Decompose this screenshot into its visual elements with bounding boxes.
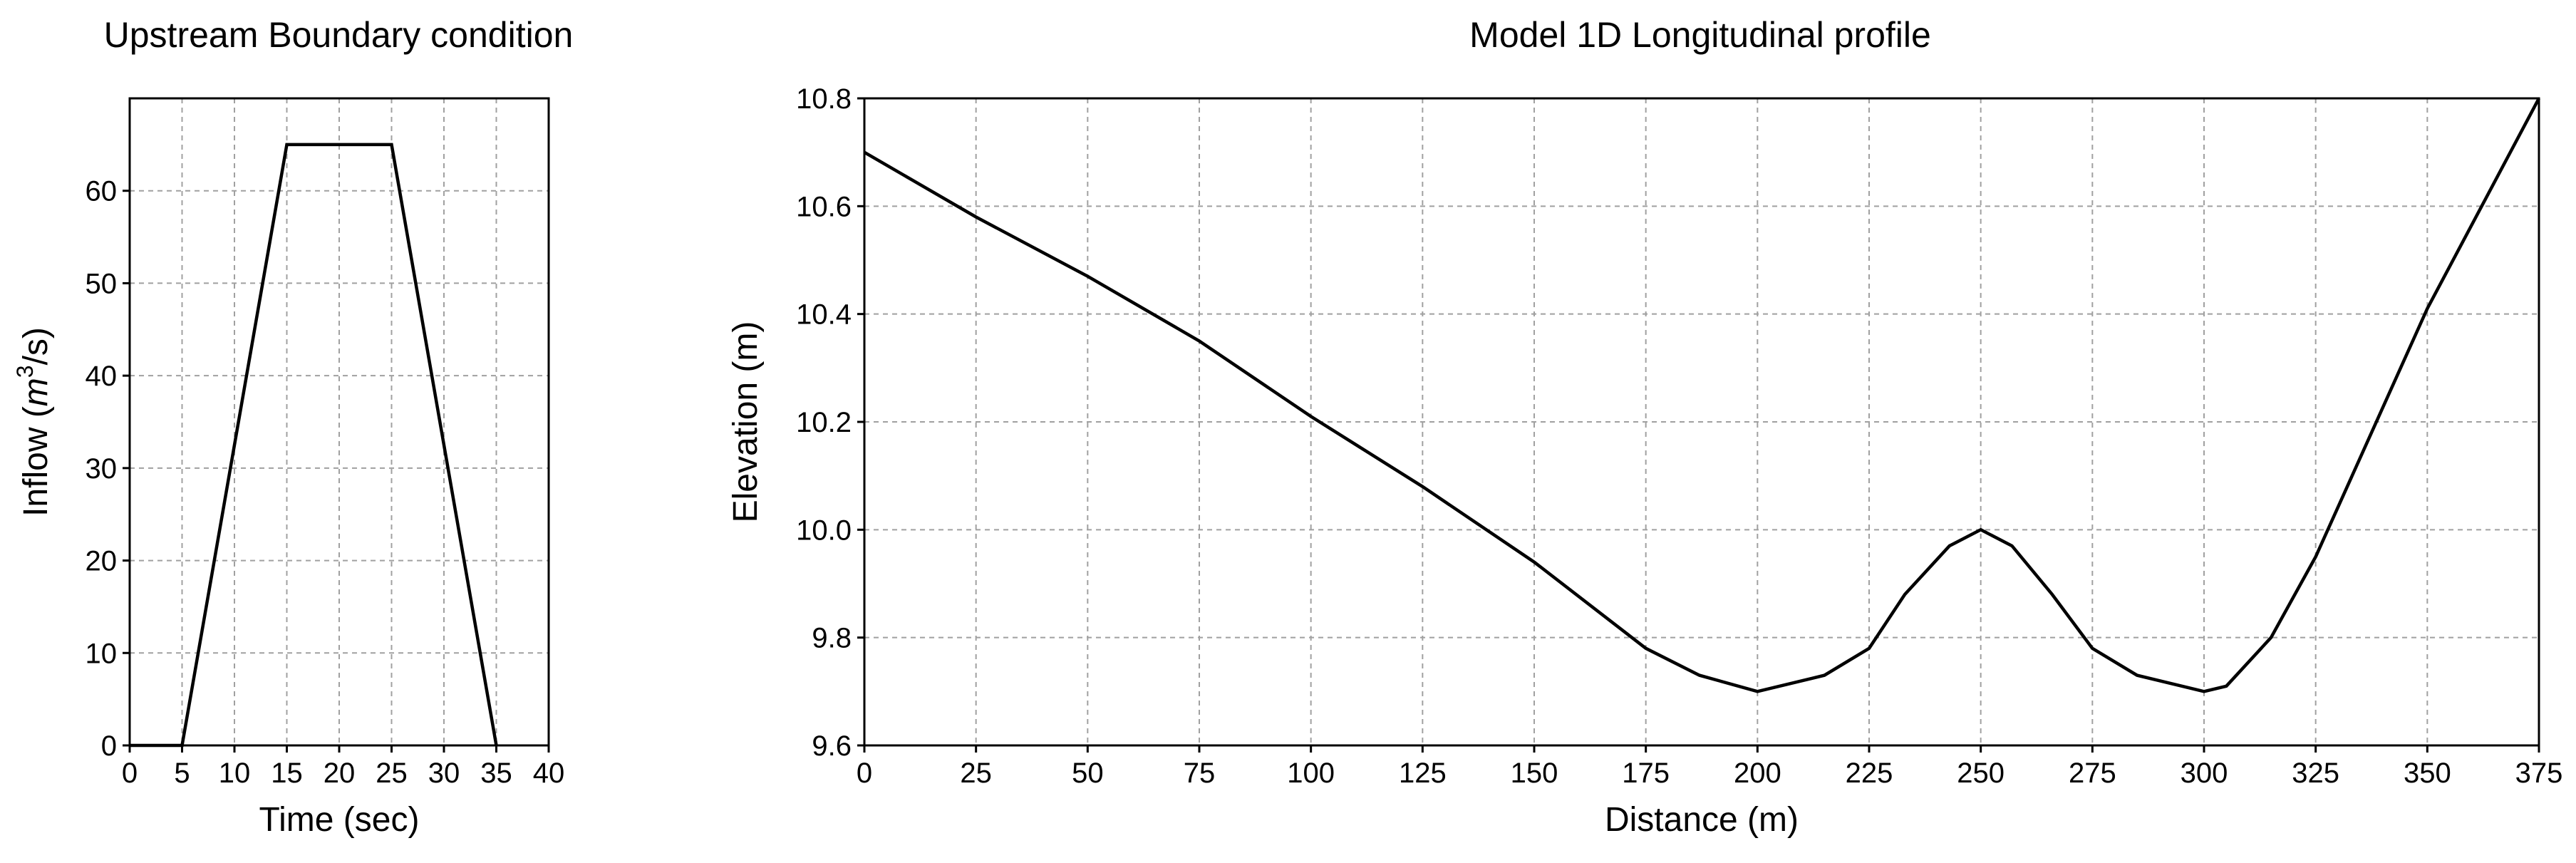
inflow-ticks: 0 5 10 15 20 25 30 35 40 0 10 20 30 40 50 60 (86, 176, 565, 789)
x-tick-label: 75 (1184, 758, 1216, 789)
profile-y-axis-label: Elevation (m) (727, 321, 765, 523)
y-tick-label: 9.8 (812, 623, 852, 654)
x-tick-label: 325 (2292, 758, 2339, 789)
x-tick-label: 125 (1399, 758, 1447, 789)
x-tick-label: 5 (174, 758, 190, 789)
y-tick-label: 20 (86, 546, 118, 577)
inflow-plot-frame (128, 97, 550, 747)
profile-chart: Model 1D Longitudinal profile 0 25 50 75 100… (727, 15, 2562, 839)
x-tick-label: 0 (122, 758, 138, 789)
x-tick-label: 35 (480, 758, 512, 789)
x-tick-label: 25 (960, 758, 992, 789)
x-tick-label: 30 (428, 758, 460, 789)
y-tick-label: 10.2 (796, 407, 852, 438)
inflow-line (130, 143, 498, 748)
x-tick-label: 15 (271, 758, 303, 789)
x-tick-label: 50 (1072, 758, 1104, 789)
y-tick-label: 9.6 (812, 730, 852, 762)
x-tick-label: 10 (219, 758, 251, 789)
y-tick-label: 40 (86, 361, 118, 392)
x-tick-label: 375 (2515, 758, 2563, 789)
x-tick-label: 225 (1846, 758, 1893, 789)
y-tick-label: 10 (86, 638, 118, 669)
inflow-chart-title: Upstream Boundary condition (104, 15, 574, 55)
inflow-chart: Upstream Boundary condition 0 5 10 15 20 25 30… (12, 15, 573, 839)
inflow-grid (129, 98, 549, 746)
y-tick-label: 10.8 (796, 83, 852, 115)
x-tick-label: 0 (857, 758, 872, 789)
y-tick-label: 10.6 (796, 191, 852, 222)
profile-series (863, 97, 2540, 693)
y-tick-label: 60 (86, 176, 118, 207)
x-tick-label: 175 (1622, 758, 1670, 789)
inflow-x-axis-label: Time (sec) (259, 801, 420, 839)
inflow-series (130, 143, 498, 748)
profile-chart-title: Model 1D Longitudinal profile (1469, 15, 1931, 55)
y-tick-label: 0 (101, 730, 117, 762)
y-tick-label: 10.4 (796, 299, 852, 331)
x-tick-label: 350 (2404, 758, 2451, 789)
profile-line (863, 97, 2540, 693)
profile-grid (864, 98, 2540, 746)
x-tick-label: 200 (1734, 758, 1781, 789)
profile-plot-frame (863, 97, 2540, 747)
inflow-y-axis-label: Inflow (m3/s) (12, 327, 55, 517)
x-tick-label: 40 (533, 758, 565, 789)
x-tick-label: 150 (1511, 758, 1558, 789)
x-tick-label: 100 (1287, 758, 1335, 789)
x-tick-label: 300 (2181, 758, 2228, 789)
x-tick-label: 25 (376, 758, 408, 789)
x-tick-label: 250 (1957, 758, 2005, 789)
y-tick-label: 50 (86, 268, 118, 299)
y-tick-label: 10.0 (796, 515, 852, 546)
x-tick-label: 20 (324, 758, 356, 789)
profile-ticks: 0 25 50 75 100 125 150 175 200 225 250 275 300 325 350… (796, 83, 2562, 789)
x-tick-label: 275 (2069, 758, 2116, 789)
profile-x-axis-label: Distance (m) (1605, 801, 1799, 839)
y-tick-label: 30 (86, 453, 118, 485)
